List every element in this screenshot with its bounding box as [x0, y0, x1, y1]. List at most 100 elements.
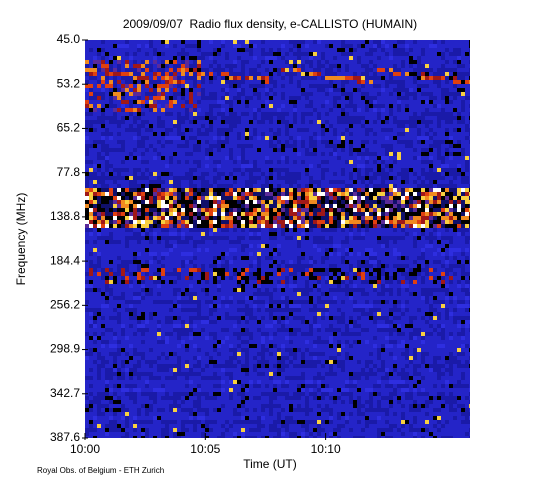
spectrogram-cell [317, 40, 321, 44]
spectrogram-cell [421, 84, 425, 88]
spectrogram-cell [125, 140, 129, 144]
spectrogram-cell [293, 228, 297, 232]
spectrogram-cell [109, 168, 113, 172]
spectrogram-cell [121, 96, 125, 100]
spectrogram-cell [297, 184, 301, 188]
spectrogram-cell [449, 72, 453, 76]
spectrogram-cell [93, 112, 97, 116]
spectrogram-cell [93, 84, 97, 88]
spectrogram-cell [197, 108, 201, 112]
spectrogram-cell [285, 180, 289, 184]
spectrogram-cell [461, 72, 465, 76]
spectrogram-cell [337, 104, 341, 108]
spectrogram-cell [369, 168, 373, 172]
spectrogram-cell [197, 144, 201, 148]
spectrogram-cell [193, 108, 197, 112]
spectrogram-cell [169, 144, 173, 148]
spectrogram-cell [89, 48, 93, 52]
spectrogram-cell [445, 232, 449, 236]
spectrogram-cell [137, 240, 141, 244]
spectrogram-cell [289, 136, 293, 140]
spectrogram-cell [209, 164, 213, 168]
spectrogram-cell [401, 188, 405, 192]
spectrogram-cell [237, 184, 241, 188]
spectrogram-cell [377, 200, 381, 204]
spectrogram-cell [429, 172, 433, 176]
spectrogram-cell [237, 132, 241, 136]
spectrogram-cell [301, 168, 305, 172]
spectrogram-cell [457, 44, 461, 48]
spectrogram-cell [89, 184, 93, 188]
spectrogram-cell [201, 68, 205, 72]
spectrogram-cell [305, 232, 309, 236]
spectrogram-cell [425, 68, 429, 72]
spectrogram-cell [445, 80, 449, 84]
spectrogram-cell [117, 128, 121, 132]
spectrogram-cell [437, 108, 441, 112]
spectrogram-cell [265, 152, 269, 156]
spectrogram-cell [433, 164, 437, 168]
spectrogram-cell [393, 208, 397, 212]
spectrogram-cell [217, 92, 221, 96]
spectrogram-cell [377, 160, 381, 164]
spectrogram-cell [337, 184, 341, 188]
spectrogram-cell [113, 100, 117, 104]
spectrogram-cell [181, 152, 185, 156]
spectrogram-cell [129, 120, 133, 124]
spectrogram-cell [361, 116, 365, 120]
spectrogram-cell [393, 180, 397, 184]
spectrogram-cell [165, 60, 169, 64]
spectrogram-cell [445, 224, 449, 228]
spectrogram-cell [165, 124, 169, 128]
spectrogram-cell [457, 84, 461, 88]
spectrogram-cell [285, 128, 289, 132]
spectrogram-cell [313, 212, 317, 216]
spectrogram-cell [101, 60, 105, 64]
spectrogram-cell [469, 164, 470, 168]
spectrogram-cell [193, 112, 197, 116]
spectrogram-cell [329, 72, 333, 76]
spectrogram-cell [373, 48, 377, 52]
spectrogram-cell [197, 112, 201, 116]
spectrogram-cell [233, 216, 237, 220]
spectrogram-cell [205, 108, 209, 112]
spectrogram-cell [325, 96, 329, 100]
spectrogram-cell [221, 40, 225, 44]
spectrogram-cell [293, 108, 297, 112]
spectrogram-cell [197, 200, 201, 204]
spectrogram-cell [389, 108, 393, 112]
spectrogram-cell [345, 84, 349, 88]
spectrogram-cell [193, 88, 197, 92]
spectrogram-cell [157, 244, 161, 248]
spectrogram-cell [209, 68, 213, 72]
spectrogram-cell [153, 104, 157, 108]
spectrogram-cell [349, 76, 353, 80]
spectrogram-cell [189, 160, 193, 164]
spectrogram-cell [197, 60, 201, 64]
spectrogram-cell [305, 84, 309, 88]
spectrogram-cell [405, 56, 409, 60]
spectrogram-cell [457, 176, 461, 180]
spectrogram-cell [445, 76, 449, 80]
spectrogram-cell [449, 240, 453, 244]
spectrogram-cell [461, 136, 465, 140]
spectrogram-cell [353, 208, 357, 212]
spectrogram-cell [261, 232, 265, 236]
spectrogram-cell [457, 220, 461, 224]
spectrogram-cell [217, 104, 221, 108]
spectrogram-cell [389, 112, 393, 116]
spectrogram-cell [373, 152, 377, 156]
spectrogram-cell [369, 184, 373, 188]
spectrogram-cell [361, 168, 365, 172]
spectrogram-cell [301, 172, 305, 176]
spectrogram-cell [229, 240, 233, 244]
spectrogram-cell [133, 136, 137, 140]
spectrogram-cell [385, 116, 389, 120]
spectrogram-cell [365, 136, 369, 140]
spectrogram-cell [345, 96, 349, 100]
spectrogram-cell [245, 104, 249, 108]
spectrogram-cell [445, 184, 449, 188]
spectrogram-cell [233, 76, 237, 80]
spectrogram-cell [305, 200, 309, 204]
spectrogram-cell [469, 80, 470, 84]
